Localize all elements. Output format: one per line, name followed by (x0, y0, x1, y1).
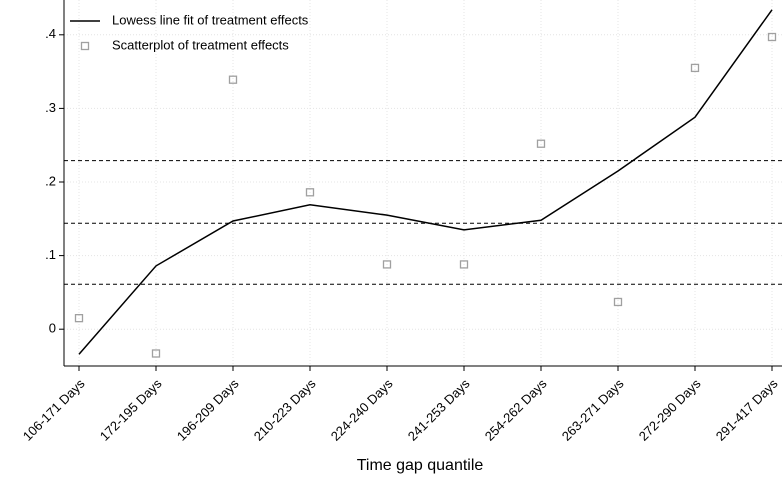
scatter-point (690, 63, 700, 73)
x-tick-label: 106-171 Days (20, 376, 88, 444)
x-tick-label: 196-209 Days (174, 376, 242, 444)
x-tick-label: 254-262 Days (482, 376, 550, 444)
x-tick-label: 172-195 Days (97, 376, 165, 444)
x-tick-label: 272-290 Days (636, 376, 704, 444)
x-tick-label: 210-223 Days (251, 376, 319, 444)
scatter-point (613, 297, 623, 307)
x-tick-label: 241-253 Days (405, 376, 473, 444)
y-tick-label: .1 (45, 247, 56, 262)
scatter-point (228, 75, 238, 84)
x-tick-label: 263-271 Days (559, 376, 627, 444)
scatter-point (151, 349, 161, 358)
y-tick-label: .4 (45, 26, 56, 41)
scatter-point (459, 260, 469, 269)
scatter-point (536, 139, 546, 148)
y-tick-label: .2 (45, 173, 56, 188)
x-tick-label: 291-417 Days (713, 376, 781, 444)
scatter-point (74, 314, 84, 323)
x-tick-label: 224-240 Days (328, 376, 396, 444)
y-tick-label: 0 (49, 321, 56, 336)
legend-label: Lowess line fit of treatment effects (112, 12, 309, 27)
legend-swatch (80, 41, 90, 51)
legend-label: Scatterplot of treatment effects (112, 37, 289, 52)
lowess-line (78, 9, 773, 355)
scatter-point (382, 260, 392, 269)
scatter-point (767, 32, 777, 42)
scatter-point (305, 188, 315, 197)
x-axis-title: Time gap quantile (357, 457, 484, 474)
y-tick-label: .3 (45, 100, 56, 115)
